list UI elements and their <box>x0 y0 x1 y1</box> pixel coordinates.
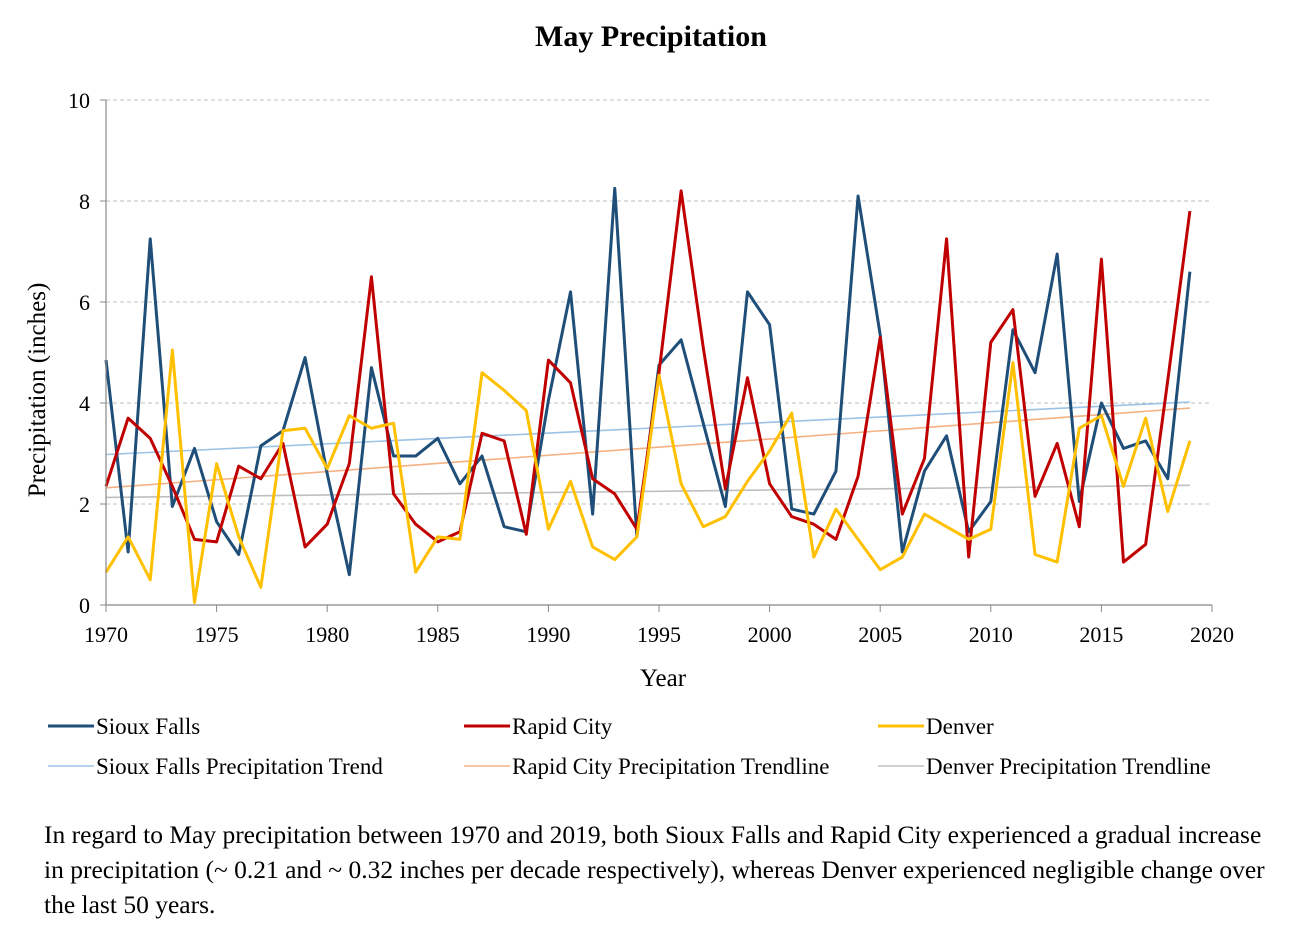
caption: In regard to May precipitation between 1… <box>44 820 1265 919</box>
x-tick-label: 1985 <box>416 622 460 647</box>
legend-label: Sioux Falls <box>96 714 200 739</box>
x-tick-label: 2010 <box>969 622 1013 647</box>
legend-item: Denver <box>878 714 994 739</box>
legend-label: Denver Precipitation Trendline <box>926 754 1211 779</box>
axes <box>105 100 1212 606</box>
legend-label: Rapid City <box>512 714 613 739</box>
y-tick-label: 10 <box>68 88 90 113</box>
legend-item: Sioux Falls <box>48 714 200 739</box>
x-tick-label: 1975 <box>195 622 239 647</box>
y-tick-label: 4 <box>79 391 90 416</box>
legend: Sioux Falls Rapid City Denver Sioux Falls P… <box>48 714 1211 779</box>
legend-label: Sioux Falls Precipitation Trend <box>96 754 383 779</box>
x-tick-label: 1980 <box>305 622 349 647</box>
series-line-0 <box>104 186 1192 577</box>
gridlines <box>100 99 1213 612</box>
x-tick-label: 1970 <box>84 622 128 647</box>
series-line-1 <box>104 189 1192 564</box>
legend-item: Rapid City Precipitation Trendline <box>464 754 830 779</box>
x-tick-label: 1990 <box>526 622 570 647</box>
x-tick-label: 2015 <box>1079 622 1123 647</box>
legend-item: Denver Precipitation Trendline <box>878 754 1211 779</box>
y-tick-label: 0 <box>79 593 90 618</box>
x-tick-label: 1995 <box>637 622 681 647</box>
y-tick-label: 2 <box>79 492 90 517</box>
data-series <box>104 186 1192 604</box>
x-tick-label: 2020 <box>1190 622 1234 647</box>
legend-item: Rapid City <box>464 714 613 739</box>
legend-label: Denver <box>926 714 994 739</box>
y-axis-label: Precipitation (inches) <box>24 283 51 498</box>
chart-title: May Precipitation <box>535 20 767 53</box>
series-line-2 <box>104 348 1192 604</box>
y-tick-label: 8 <box>79 189 90 214</box>
x-tick-labels: 1970 1975 1980 1985 1990 1995 2000 2005 2010 2015… <box>84 622 1234 647</box>
y-tick-labels: 0 2 4 6 8 10 <box>68 88 90 618</box>
x-tick-label: 2005 <box>858 622 902 647</box>
y-tick-label: 6 <box>79 290 90 315</box>
trendline-5 <box>105 484 1190 499</box>
x-tick-label: 2000 <box>748 622 792 647</box>
legend-item: Sioux Falls Precipitation Trend <box>48 754 383 779</box>
trendline-3 <box>105 401 1190 456</box>
legend-label: Rapid City Precipitation Trendline <box>512 754 830 779</box>
x-axis-label: Year <box>640 665 687 692</box>
